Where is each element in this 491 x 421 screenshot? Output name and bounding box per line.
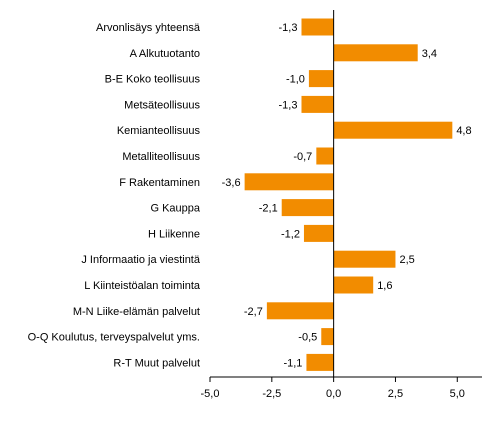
category-label: B-E Koko teollisuus: [105, 74, 201, 86]
value-label: -1,1: [283, 357, 302, 369]
bar: [308, 70, 334, 88]
bar: [333, 44, 418, 62]
category-label: G Kauppa: [150, 203, 200, 215]
category-label: Metalliteollisuus: [122, 151, 200, 163]
category-label: J Informaatio ja viestintä: [81, 254, 200, 266]
bar: [244, 173, 334, 191]
value-label: -1,3: [279, 99, 298, 111]
bar: [333, 276, 374, 294]
value-label: -0,5: [298, 332, 317, 344]
bars: [244, 18, 453, 371]
x-tick-label: -5,0: [201, 388, 220, 400]
value-label: -2,7: [244, 306, 263, 318]
category-label: H Liikenne: [148, 228, 200, 240]
value-label: -3,6: [222, 177, 241, 189]
bar: [333, 121, 453, 139]
value-label: 1,6: [377, 280, 392, 292]
category-label: Kemianteollisuus: [117, 125, 201, 137]
value-labels: -1,3 3,4 -1,0 -1,3 4,8 -0,7 -3,6 -2,1 -1,2 2,5 1,6…: [222, 22, 472, 369]
bar: [281, 199, 334, 217]
category-label: A Alkutuotanto: [130, 48, 200, 60]
category-label: L Kiinteistöalan toiminta: [84, 280, 201, 292]
category-label: Metsäteollisuus: [124, 99, 200, 111]
bar: [333, 250, 396, 268]
value-label: 2,5: [399, 254, 414, 266]
x-tick-label: 2,5: [388, 388, 403, 400]
value-label: -1,3: [279, 22, 298, 34]
bar: [301, 95, 334, 113]
value-label: 3,4: [422, 48, 437, 60]
value-label: -2,1: [259, 203, 278, 215]
x-tick-label: 5,0: [450, 388, 465, 400]
category-label: O-Q Koulutus, terveyspalvelut yms.: [28, 332, 200, 344]
x-tick-label: -2,5: [262, 388, 281, 400]
category-labels: Arvonlisäys yhteensä A Alkutuotanto B-E Ko…: [28, 22, 201, 369]
axes: -5,0 -2,5 0,0 2,5 5,0: [201, 10, 482, 400]
category-label: M-N Liike-elämän palvelut: [73, 306, 200, 318]
value-label: -1,0: [286, 74, 305, 86]
category-label: Arvonlisäys yhteensä: [96, 22, 201, 34]
bar: [306, 353, 334, 371]
bar: [301, 18, 334, 36]
category-label: R-T Muut palvelut: [113, 357, 200, 369]
value-label: 4,8: [456, 125, 471, 137]
bar: [266, 302, 334, 320]
value-label: -1,2: [281, 228, 300, 240]
bar: [303, 224, 334, 242]
value-label: -0,7: [293, 151, 312, 163]
bar: [316, 147, 334, 165]
category-label: F Rakentaminen: [119, 177, 200, 189]
bar: [321, 328, 334, 346]
x-tick-label: 0,0: [326, 388, 341, 400]
